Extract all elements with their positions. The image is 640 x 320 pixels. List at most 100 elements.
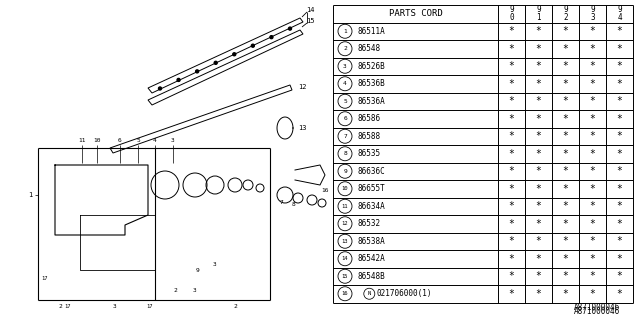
Text: *: * <box>509 44 515 54</box>
Text: *: * <box>616 166 623 176</box>
Text: *: * <box>536 26 541 36</box>
Text: 86511A: 86511A <box>357 27 385 36</box>
Text: *: * <box>536 61 541 71</box>
Text: 14: 14 <box>342 256 348 261</box>
Text: *: * <box>616 44 623 54</box>
Text: *: * <box>536 149 541 159</box>
Text: *: * <box>563 61 568 71</box>
Text: 86586: 86586 <box>357 114 380 123</box>
Text: 0: 0 <box>509 13 514 22</box>
Text: *: * <box>589 26 595 36</box>
Text: 1: 1 <box>28 192 32 198</box>
Text: *: * <box>616 96 623 106</box>
Text: 021706000(1): 021706000(1) <box>377 289 432 298</box>
Text: 5: 5 <box>136 139 140 143</box>
Circle shape <box>289 27 291 30</box>
Text: 86538A: 86538A <box>357 237 385 246</box>
Text: *: * <box>563 254 568 264</box>
Text: *: * <box>563 149 568 159</box>
Text: *: * <box>509 201 515 211</box>
Circle shape <box>177 78 180 81</box>
Text: *: * <box>616 271 623 281</box>
Text: *: * <box>536 289 541 299</box>
Text: *: * <box>509 184 515 194</box>
Text: *: * <box>616 26 623 36</box>
Text: *: * <box>589 289 595 299</box>
Circle shape <box>159 87 161 90</box>
Text: 9: 9 <box>196 268 200 273</box>
Text: *: * <box>563 26 568 36</box>
Text: 86542A: 86542A <box>357 254 385 263</box>
Text: *: * <box>589 166 595 176</box>
Text: 3: 3 <box>343 64 347 69</box>
Text: *: * <box>509 79 515 89</box>
Text: *: * <box>536 44 541 54</box>
Text: 3: 3 <box>193 287 197 292</box>
Text: 86535: 86535 <box>357 149 380 158</box>
Text: 13: 13 <box>298 125 307 131</box>
Text: *: * <box>589 254 595 264</box>
Text: 86532: 86532 <box>357 219 380 228</box>
Text: 2: 2 <box>563 13 568 22</box>
Text: *: * <box>589 184 595 194</box>
Text: *: * <box>616 61 623 71</box>
Circle shape <box>196 70 198 73</box>
Text: *: * <box>563 219 568 229</box>
Text: *: * <box>509 271 515 281</box>
Text: 86536A: 86536A <box>357 97 385 106</box>
Text: A871000046: A871000046 <box>573 303 620 312</box>
Text: *: * <box>509 254 515 264</box>
Text: *: * <box>509 96 515 106</box>
Text: *: * <box>616 184 623 194</box>
Text: *: * <box>563 166 568 176</box>
Text: *: * <box>509 26 515 36</box>
Text: *: * <box>589 96 595 106</box>
Text: *: * <box>616 219 623 229</box>
Text: *: * <box>563 44 568 54</box>
Text: 9: 9 <box>563 5 568 14</box>
Text: *: * <box>509 114 515 124</box>
Text: 2: 2 <box>173 287 177 292</box>
Text: *: * <box>616 254 623 264</box>
Text: *: * <box>616 149 623 159</box>
Text: 86655T: 86655T <box>357 184 385 193</box>
Text: *: * <box>589 219 595 229</box>
Text: 17: 17 <box>147 303 153 308</box>
Text: 9: 9 <box>536 5 541 14</box>
Text: 12: 12 <box>342 221 348 226</box>
Text: *: * <box>589 271 595 281</box>
Text: N: N <box>367 291 371 296</box>
Text: 16: 16 <box>342 291 348 296</box>
Text: 13: 13 <box>342 239 348 244</box>
Text: 86526B: 86526B <box>357 62 385 71</box>
Text: *: * <box>563 184 568 194</box>
Text: 3: 3 <box>113 303 117 308</box>
Text: *: * <box>589 149 595 159</box>
Text: 11: 11 <box>342 204 348 209</box>
Text: 9: 9 <box>590 5 595 14</box>
Text: *: * <box>563 79 568 89</box>
Text: 8: 8 <box>291 203 295 207</box>
Text: 9: 9 <box>617 5 622 14</box>
Text: 86588: 86588 <box>357 132 380 141</box>
Text: 7: 7 <box>343 134 347 139</box>
Circle shape <box>233 53 236 56</box>
Text: 5: 5 <box>343 99 347 104</box>
Text: *: * <box>536 184 541 194</box>
Text: 6: 6 <box>343 116 347 121</box>
Text: *: * <box>536 131 541 141</box>
Text: 14: 14 <box>306 7 314 13</box>
Text: *: * <box>563 201 568 211</box>
Text: 4: 4 <box>617 13 622 22</box>
Text: *: * <box>536 219 541 229</box>
Text: 3: 3 <box>213 262 217 268</box>
Circle shape <box>252 44 254 47</box>
Text: 9: 9 <box>509 5 514 14</box>
Text: *: * <box>509 289 515 299</box>
Text: *: * <box>589 61 595 71</box>
Circle shape <box>214 61 217 64</box>
Text: *: * <box>536 254 541 264</box>
Text: *: * <box>563 289 568 299</box>
Text: *: * <box>563 114 568 124</box>
Text: 3: 3 <box>171 139 175 143</box>
